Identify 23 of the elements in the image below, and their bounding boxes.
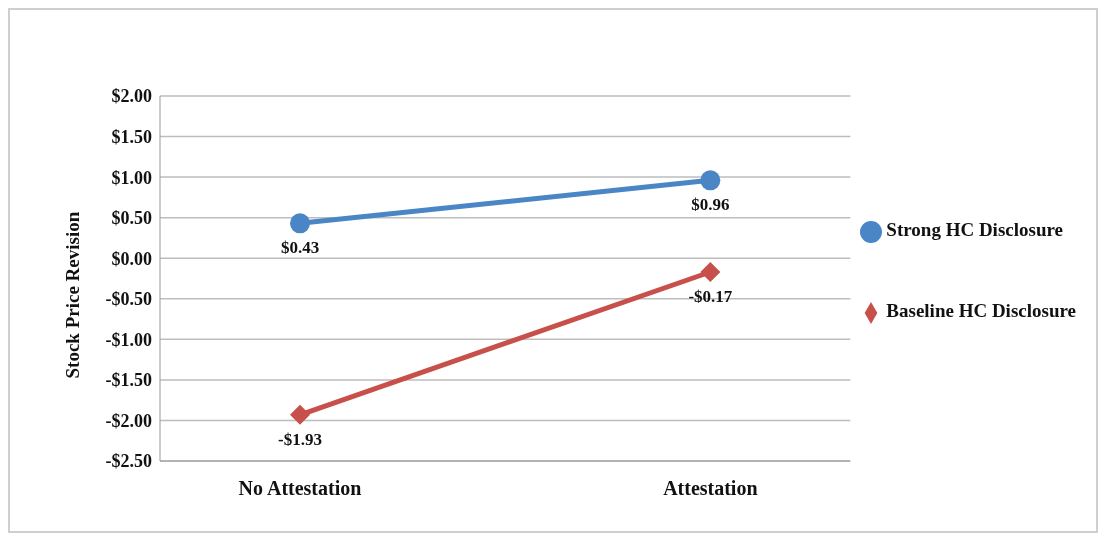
y-tick-label: -$0.50 (105, 289, 152, 310)
x-tick-label: Attestation (663, 477, 758, 500)
legend-label: Strong HC Disclosure (886, 218, 1063, 240)
data-label: -$0.17 (688, 287, 733, 307)
y-tick-label: $1.50 (111, 126, 152, 147)
y-tick-label: -$1.50 (105, 370, 152, 391)
y-tick-label: $2.00 (111, 86, 152, 107)
legend-label: Baseline HC Disclosure (886, 299, 1076, 321)
y-tick-label: $0.00 (111, 248, 152, 269)
y-tick-label: $1.00 (111, 167, 152, 188)
data-label: $0.96 (691, 195, 730, 215)
y-tick-label: -$2.50 (105, 451, 152, 472)
y-tick-label: -$1.00 (105, 329, 152, 350)
y-tick-label: $0.50 (111, 208, 152, 229)
x-tick-label: No Attestation (238, 477, 362, 500)
y-tick-label: -$2.00 (105, 410, 152, 431)
data-label: $0.43 (280, 238, 320, 258)
point (700, 262, 721, 283)
point (290, 213, 310, 234)
data-label: -$1.93 (278, 429, 322, 449)
point (700, 170, 721, 191)
point (290, 404, 310, 425)
y-axis-title: Stock Price Revision (61, 211, 83, 379)
